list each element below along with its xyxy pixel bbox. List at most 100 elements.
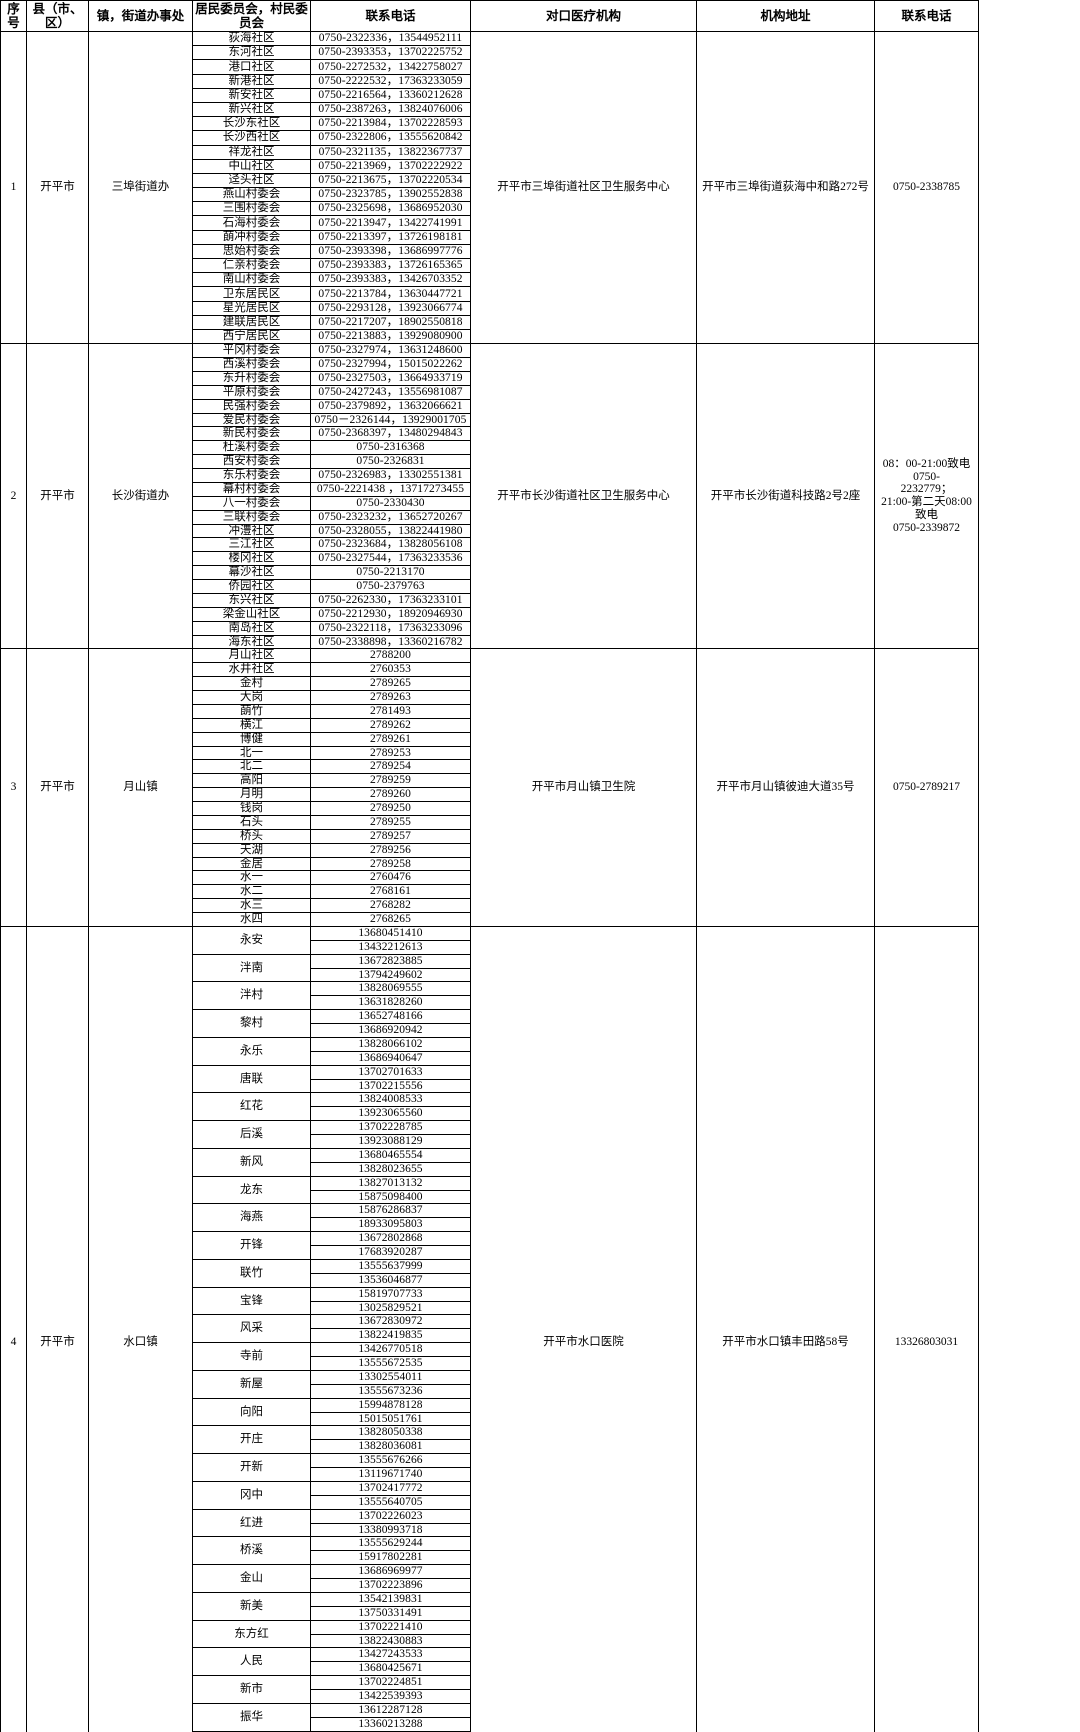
row-village: 西安村委会 (192, 454, 311, 469)
table-row: 水三 2768282 (1, 898, 979, 913)
row-village: 永安 (192, 925, 311, 955)
table-row: 思始村委会 0750-2393398，13686997776 (1, 243, 979, 260)
row-village-phone: 0750-2213784，13630447721 (310, 286, 471, 302)
table-row: 2 开平市 长沙街道办 平冈村委会 0750-2327974，13631248600 开平… (0, 343, 979, 650)
table-row: 横江 2789262 (1, 717, 979, 733)
row-organization-address: 开平市长沙街道科技路2号2座 (696, 343, 875, 650)
table-row: 八一村委会 0750-2330430 (1, 495, 979, 511)
row-village: 新港社区 (192, 73, 311, 89)
row-village: 天湖 (192, 842, 311, 858)
row-town: 长沙街道办 (88, 343, 193, 650)
row-village-phone: 0750-2316368 (310, 440, 471, 456)
row-village: 横江 (192, 717, 311, 733)
table-row: 13631828260 (1, 995, 979, 1011)
table-row: 幕村村委会 0750-2221438 ，13717273455 (1, 481, 979, 497)
table-row: 建联居民区 0750-2217207，18902550818 (1, 314, 979, 330)
table-row: 水一 2760476 (1, 870, 979, 886)
row-village-phone: 15015051761 (310, 1411, 471, 1427)
row-village: 唐联 (192, 1064, 311, 1094)
row-village: 开锋 (192, 1231, 311, 1260)
row-village: 桥溪 (192, 1536, 311, 1566)
table-row: 冈中 13702417772 (1, 1480, 979, 1510)
row-village-phone: 2789258 (310, 856, 471, 872)
row-village-phone: 2789259 (310, 773, 471, 789)
table-row: 祥龙社区 0750-2321135，13822367737 (1, 144, 979, 160)
row-village: 爱民村委会 (192, 412, 311, 428)
table-row: 蓢冲村委会 0750-2213397，13726198181 (1, 229, 979, 245)
row-village-phone: 2768161 (310, 884, 471, 900)
row-village: 水井社区 (192, 662, 311, 678)
header-organization-address: 机构地址 (696, 0, 875, 32)
row-village-phone: 0750－2326144，13929001705 (310, 412, 471, 428)
row-village: 东升村委会 (192, 370, 311, 386)
row-village-phone: 13672802868 (310, 1231, 471, 1246)
row-village-phone: 0750-2427243，13556981087 (310, 384, 471, 400)
row-village-phone: 13822419835 (310, 1328, 471, 1344)
row-village-phone: 13380993718 (310, 1522, 471, 1538)
row-village: 星光居民区 (192, 300, 311, 316)
row-village-phone: 13680465554 (310, 1147, 471, 1163)
row-village: 金山 (192, 1564, 311, 1593)
row-village-phone: 2760353 (310, 662, 471, 678)
row-village-phone: 13702215556 (310, 1078, 471, 1094)
row-village-phone: 2789260 (310, 787, 471, 802)
table-row: 泮南 13672823885 (1, 953, 979, 983)
row-village-phone: 13427243533 (310, 1647, 471, 1663)
row-village: 蓢冲村委会 (192, 229, 311, 245)
row-village-phone: 0750-2213170 (310, 565, 471, 580)
row-village-phone: 13555629244 (310, 1536, 471, 1552)
row-village: 荻海社区 (192, 30, 311, 47)
row-village-phone: 13828050338 (310, 1425, 471, 1441)
row-village-phone: 2789261 (310, 731, 471, 747)
row-village: 南山村委会 (192, 272, 311, 288)
row-village: 建联居民区 (192, 314, 311, 330)
table-row: 西宁居民区 0750-2213883，13929080900 (1, 328, 979, 345)
row-village-phone: 0750-2338898，13360216782 (310, 634, 471, 650)
row-village-phone: 0750-2325698，13686952030 (310, 201, 471, 217)
row-village-phone: 13702228785 (310, 1120, 471, 1135)
row-village-phone: 13612287128 (310, 1702, 471, 1718)
row-village-phone: 0750-2326831 (310, 454, 471, 469)
table-row: 开新 13555676266 (1, 1453, 979, 1482)
row-village-phone: 0750-2379892，13632066621 (310, 398, 471, 414)
row-organization: 开平市长沙街道社区卫生服务中心 (470, 343, 697, 650)
row-village-phone: 0750-2393383，13426703352 (310, 272, 471, 288)
row-village-phone: 0750-2322118，17363233096 (310, 620, 471, 636)
row-town: 三埠街道办 (88, 30, 193, 345)
row-village: 西宁居民区 (192, 328, 311, 345)
table-row: 天湖 2789256 (1, 842, 979, 858)
row-village-phone: 13686969977 (310, 1564, 471, 1579)
row-village: 东乐村委会 (192, 468, 311, 483)
row-village-phone: 13828066102 (310, 1036, 471, 1052)
row-village: 长沙东社区 (192, 116, 311, 132)
row-village: 新屋 (192, 1369, 311, 1399)
table-row: 水井社区 2760353 (1, 662, 979, 678)
row-village-phone: 2789256 (310, 842, 471, 858)
row-village: 宝锋 (192, 1286, 311, 1316)
row-village: 东方红 (192, 1619, 311, 1649)
row-village-phone: 15875098400 (310, 1189, 471, 1205)
row-village-phone: 0750-2323232，13652720267 (310, 509, 471, 525)
row-village: 蓢竹 (192, 703, 311, 719)
row-village: 新美 (192, 1591, 311, 1621)
row-village-phone: 0750-2213947，13422741991 (310, 215, 471, 231)
row-village-phone: 0750-2272532，13422758027 (310, 59, 471, 75)
table-row: 唐联 13702701633 (1, 1064, 979, 1094)
row-town: 水口镇 (88, 925, 193, 1732)
row-organization: 开平市月山镇卫生院 (470, 648, 697, 927)
table-row: 东河社区 0750-2393353，13702225752 (1, 45, 979, 61)
row-village-phone: 0750-2387263，13824076006 (310, 101, 471, 118)
table-row: 桥头 2789257 (1, 828, 979, 844)
row-village: 杜溪村委会 (192, 440, 311, 456)
row-village-phone: 0750-2212930，18920946930 (310, 606, 471, 622)
table-row: 侨园社区 0750-2379763 (1, 579, 979, 594)
row-village-phone: 13702226023 (310, 1508, 471, 1524)
row-village-phone: 13828069555 (310, 981, 471, 997)
row-village-phone: 13536046877 (310, 1272, 471, 1288)
row-village: 三围村委会 (192, 201, 311, 217)
row-village-phone: 0750-2379763 (310, 579, 471, 594)
row-village-phone: 0750-2321135，13822367737 (310, 144, 471, 160)
row-village-phone: 13702221410 (310, 1619, 471, 1635)
table-row: 东升村委会 0750-2327503，13664933719 (1, 370, 979, 386)
table-row: 梁金山社区 0750-2212930，18920946930 (1, 606, 979, 622)
